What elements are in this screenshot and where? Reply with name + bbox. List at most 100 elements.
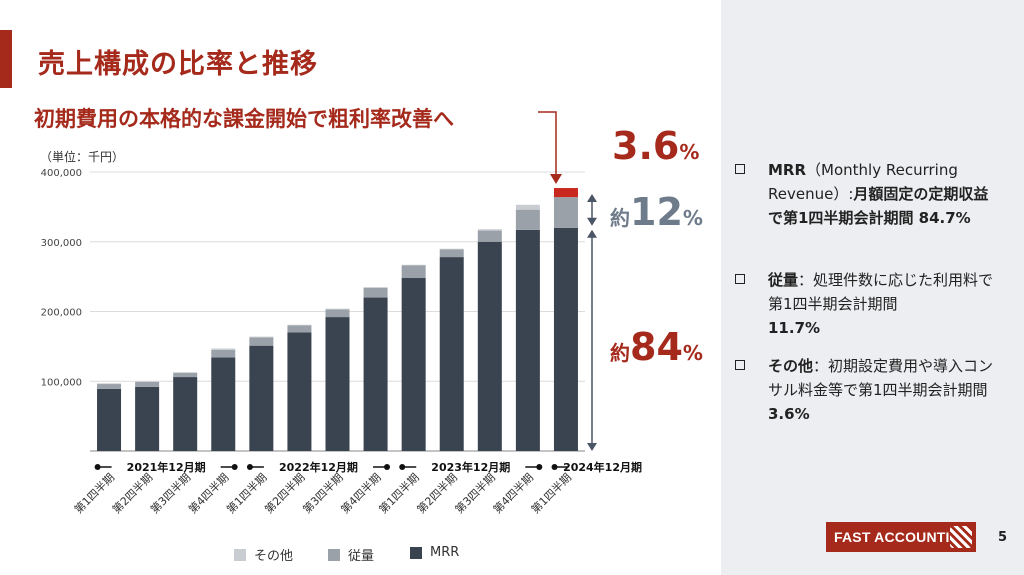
note-mrr-text: MRR（Monthly Recurring Revenue）:月額固定の定期収益… (768, 158, 1000, 230)
y-tick-label: 400,000 (41, 168, 82, 179)
mrr-share-prefix: 約 (610, 341, 630, 365)
mrr-share-value: 84 (630, 325, 683, 369)
x-tick-label: 第1四半期 (528, 470, 574, 516)
legend-label-mrr: MRR (430, 545, 460, 560)
bar-segment-mrr (97, 388, 122, 451)
legend-label-other: その他 (254, 549, 294, 564)
checkbox-bullet-icon (735, 164, 745, 174)
bar-segment-volume (173, 372, 198, 378)
period-marker-dot (384, 464, 390, 470)
note-other-body: ：初期設定費用や導入コンサル料金等で第1四半期会計期間 (768, 357, 994, 399)
period-marker-dot (231, 464, 238, 470)
x-tick-label: 第3四半期 (452, 470, 498, 516)
checkbox-bullet-icon (735, 274, 745, 284)
bar-segment-other (325, 308, 350, 310)
bar-segment-mrr (325, 317, 350, 451)
subtitle-pointer-arrow-icon (550, 174, 562, 184)
bar-segment-mrr (401, 278, 426, 451)
legend-swatch-volume (328, 548, 340, 561)
bar-segment-mrr (249, 345, 274, 451)
bar-segment-mrr (135, 386, 160, 451)
note-other-text: その他：初期設定費用や導入コンサル料金等で第1四半期会計期間 3.6% (768, 354, 1000, 426)
period-label: 2022年12月期 (279, 460, 358, 474)
period-label: 2023年12月期 (431, 460, 510, 474)
bar-segment-mrr (287, 332, 312, 451)
subtitle-pointer-line (538, 111, 557, 176)
note-other-head: その他 (768, 357, 814, 375)
y-tick-label: 100,000 (41, 377, 82, 388)
company-logo: FAST ACCOUNTING (826, 522, 976, 552)
volume-brace-arrowhead-down-icon (587, 217, 597, 226)
note-volume-head: 従量 (768, 271, 799, 289)
bar-segment-other (135, 381, 160, 382)
volume-brace-arrowhead-up-icon (587, 194, 597, 203)
other-share-suffix: % (679, 140, 700, 164)
note-other: その他：初期設定費用や導入コンサル料金等で第1四半期会計期間 3.6% (735, 354, 1000, 426)
period-marker-dot (536, 464, 543, 470)
note-mrr-body: （Monthly Recurring Revenue）: (768, 161, 958, 203)
bar-segment-other (97, 383, 122, 385)
x-tick-label: 第4四半期 (490, 470, 536, 516)
note-other-tail: 3.6% (768, 405, 810, 423)
volume-share-label: 約12% (610, 190, 703, 234)
x-tick-label: 第2四半期 (262, 470, 308, 516)
x-tick-label: 第3四半期 (300, 470, 346, 516)
legend-item-mrr: MRR (410, 545, 459, 560)
volume-share-suffix: % (682, 206, 703, 230)
bar-segment-volume (97, 384, 122, 389)
other-share-label: 3.6% (612, 124, 699, 168)
bar-segment-other (439, 248, 464, 250)
note-volume-body: ：処理件数に応じた利用料で第1四半期会計期間 (768, 271, 994, 313)
bar-segment-other (211, 348, 236, 350)
bar-segment-volume (249, 337, 274, 346)
x-tick-label: 第4四半期 (185, 470, 231, 516)
period-label: 2024年12月期 (563, 460, 642, 474)
bar-segment-other (173, 372, 198, 373)
bar-segment-volume (553, 197, 578, 228)
y-tick-label: 300,000 (41, 238, 82, 249)
note-volume: 従量：処理件数に応じた利用料で第1四半期会計期間 11.7% (735, 268, 1000, 340)
legend-item-volume: 従量 (328, 545, 374, 564)
x-tick-label: 第2四半期 (414, 470, 460, 516)
mrr-share-label: 約84% (610, 325, 703, 369)
volume-share-prefix: 約 (610, 206, 630, 230)
bar-segment-volume (135, 381, 160, 387)
bar-segment-mrr (363, 297, 388, 451)
bar-segment-volume (477, 230, 502, 242)
notes-panel (721, 0, 1024, 575)
bar-segment-volume (325, 309, 350, 318)
x-tick-label: 第2四半期 (109, 470, 155, 516)
bar-segment-other (401, 264, 426, 266)
bar-segment-other (553, 188, 578, 198)
page-number: 5 (998, 530, 1008, 545)
x-tick-label: 第1四半期 (224, 470, 270, 516)
note-volume-tail: 11.7% (768, 319, 821, 337)
bar-segment-other (363, 287, 388, 288)
page-title: 売上構成の比率と推移 (38, 49, 318, 80)
logo-text: FAST ACCOUNTING (834, 529, 972, 545)
stacked-bar-chart: 100,000200,000300,000400,000第1四半期第2四半期第3… (41, 111, 642, 516)
note-mrr: MRR（Monthly Recurring Revenue）:月額固定の定期収益… (735, 158, 1000, 230)
legend-swatch-other (234, 548, 246, 561)
logo-mark-icon (950, 526, 972, 548)
bar-segment-other (287, 324, 312, 326)
legend-swatch-mrr (410, 546, 422, 559)
bar-segment-volume (211, 349, 236, 358)
bar-segment-volume (287, 325, 312, 333)
bar-segment-mrr (211, 357, 236, 451)
mrr-share-suffix: % (682, 341, 703, 365)
bar-segment-other (249, 336, 274, 338)
checkbox-bullet-icon (735, 360, 745, 370)
period-label: 2021年12月期 (127, 460, 206, 474)
x-tick-label: 第3四半期 (147, 470, 193, 516)
bar-segment-mrr (173, 377, 198, 451)
bar-segment-volume (363, 287, 388, 298)
legend-item-other: その他 (234, 545, 293, 564)
volume-share-value: 12 (630, 190, 683, 234)
title-accent-bar (0, 30, 12, 88)
bar-segment-mrr (439, 257, 464, 451)
bar-segment-volume (401, 265, 426, 279)
legend-label-volume: 従量 (348, 549, 375, 564)
page-subtitle: 初期費用の本格的な課金開始で粗利率改善へ (34, 107, 454, 131)
note-volume-text: 従量：処理件数に応じた利用料で第1四半期会計期間 11.7% (768, 268, 1000, 340)
